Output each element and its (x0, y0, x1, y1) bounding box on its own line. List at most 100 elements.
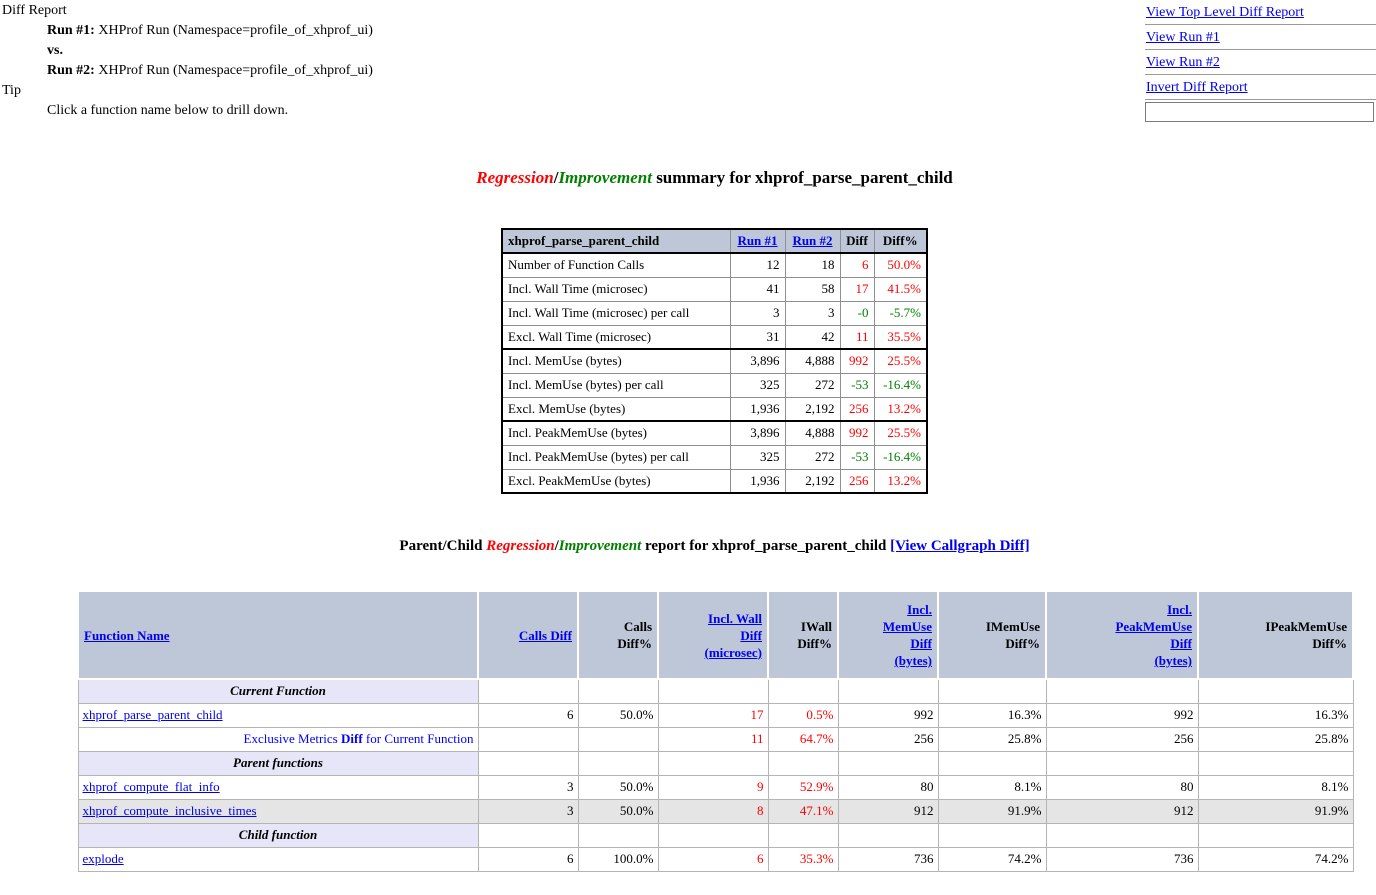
diff-report-header: Diff Report Run #1: XHProf Run (Namespac… (0, 0, 1376, 121)
iwall-diff-pct: 0.5% (767, 702, 839, 728)
diff-pct-value: -16.4% (873, 372, 928, 398)
summary-row: Excl. PeakMemUse (bytes) 1,936 2,192 256… (501, 468, 928, 494)
metric-name: Excl. Wall Time (microsec) (501, 324, 731, 350)
function-name-cell: explode (77, 846, 479, 872)
link-view-top-level-diff-report[interactable]: View Top Level Diff Report (1146, 5, 1304, 20)
summary-col-function: xhprof_parse_parent_child (501, 228, 731, 254)
divider (1145, 99, 1376, 100)
report-table: Function Name Calls Diff Calls Diff% Inc… (77, 590, 1354, 872)
diff-pct-value: 13.2% (873, 468, 928, 494)
function-link[interactable]: xhprof_compute_inclusive_times (82, 803, 257, 818)
incl-wall-diff-sort-link[interactable]: Incl. Wall Diff (microsec) (704, 610, 762, 660)
run1-header-link[interactable]: Run #1 (737, 233, 778, 248)
summary-row: Incl. PeakMemUse (bytes) 3,896 4,888 992… (501, 420, 928, 446)
incl-peakmemuse-diff: 80 (1045, 774, 1199, 800)
calls-diff-pct: 50.0% (577, 798, 659, 824)
col-header-calls-diff: Calls Diff (477, 590, 579, 680)
incl-peakmemuse-diff: 256 (1045, 726, 1199, 752)
function-name-sort-link[interactable]: Function Name (84, 627, 170, 643)
improvement-word: Improvement (558, 538, 642, 554)
col-header-calls-diffpct: Calls Diff% (577, 590, 659, 680)
calls-diff-sort-link[interactable]: Calls Diff (518, 627, 572, 643)
summary-row: Incl. PeakMemUse (bytes) per call 325 27… (501, 444, 928, 470)
imemuse-diff-pct: 8.1% (937, 774, 1047, 800)
run2-description: XHProf Run (Namespace=profile_of_xhprof_… (94, 63, 373, 78)
diff-value: 992 (839, 420, 875, 446)
run1-value: 1,936 (729, 468, 786, 494)
section-row: Parent functions (77, 750, 1354, 776)
ipeakmemuse-diff-pct (1197, 750, 1354, 776)
run1-value: 3,896 (729, 420, 786, 446)
run2-label: Run #2: (47, 63, 95, 78)
run2-header-link[interactable]: Run #2 (792, 233, 833, 248)
incl-peakmemuse-diff-sort-link[interactable]: Incl. PeakMemUse Diff (bytes) (1115, 602, 1192, 668)
calls-diff-pct (577, 822, 659, 848)
metric-name: Incl. MemUse (bytes) (501, 348, 731, 374)
diff-value: -53 (839, 372, 875, 398)
run2-value: 42 (784, 324, 841, 350)
metric-name: Number of Function Calls (501, 252, 731, 278)
run2-line: Run #2: XHProf Run (Namespace=profile_of… (47, 61, 1376, 81)
slash: / (553, 168, 559, 187)
run2-value: 272 (784, 372, 841, 398)
improvement-word: Improvement (558, 168, 652, 187)
run2-value: 2,192 (784, 396, 841, 422)
regression-word: Regression (476, 168, 554, 187)
diff-pct-value: -16.4% (873, 444, 928, 470)
link-view-run-2[interactable]: View Run #2 (1146, 55, 1220, 70)
diff-value: -0 (839, 300, 875, 326)
function-row: xhprof_compute_inclusive_times 3 50.0% 8… (77, 798, 1354, 824)
summary-row: Incl. MemUse (bytes) per call 325 272 -5… (501, 372, 928, 398)
nav-panel: View Top Level Diff Report View Run #1 V… (1145, 2, 1376, 122)
iwall-diff-pct: 35.3% (767, 846, 839, 872)
incl-peakmemuse-diff: 912 (1045, 798, 1199, 824)
calls-diff (477, 822, 579, 848)
link-view-run-1[interactable]: View Run #1 (1146, 30, 1220, 45)
run1-value: 3,896 (729, 348, 786, 374)
main-content: Regression/Improvement summary for xhpro… (77, 168, 1354, 872)
diff-pct-value: 35.5% (873, 324, 928, 350)
tip-label: Tip (2, 83, 21, 98)
function-name-cell: xhprof_parse_parent_child (77, 702, 479, 728)
incl-memuse-diff-sort-link[interactable]: Incl. MemUse Diff (bytes) (882, 602, 932, 668)
col-header-incl-wall-diff: Incl. Wall Diff (microsec) (657, 590, 769, 680)
incl-wall-diff: 6 (657, 846, 769, 872)
summary-row: Excl. MemUse (bytes) 1,936 2,192 256 13.… (501, 396, 928, 422)
report-title-rest: report for xhprof_parse_parent_child (641, 538, 891, 554)
function-link[interactable]: explode (82, 851, 124, 866)
metric-name: Incl. Wall Time (microsec) per call (501, 300, 731, 326)
diff-pct-value: -5.7% (873, 300, 928, 326)
calls-diff (477, 726, 579, 752)
section-label-cell: Child function (77, 822, 479, 848)
calls-diff (477, 678, 579, 704)
section-row: Current Function (77, 678, 1354, 704)
run2-value: 4,888 (784, 348, 841, 374)
summary-col-diff: Diff (839, 228, 875, 254)
calls-diff-pct: 50.0% (577, 774, 659, 800)
ipeakmemuse-diff-pct: 16.3% (1197, 702, 1354, 728)
incl-peakmemuse-diff: 736 (1045, 846, 1199, 872)
col-header-incl-memuse-diff: Incl. MemUse Diff (bytes) (837, 590, 939, 680)
incl-memuse-diff (837, 822, 939, 848)
function-link[interactable]: xhprof_compute_flat_info (82, 779, 220, 794)
iwall-diff-pct (767, 750, 839, 776)
vs-label: vs. (47, 43, 63, 58)
imemuse-diff-pct: 16.3% (937, 702, 1047, 728)
view-callgraph-diff-link[interactable]: [View Callgraph Diff] (890, 538, 1030, 554)
incl-peakmemuse-diff (1045, 822, 1199, 848)
run1-value: 12 (729, 252, 786, 278)
col-header-iwall-diffpct: IWall Diff% (767, 590, 839, 680)
iwall-diff-pct: 47.1% (767, 798, 839, 824)
col-header-incl-peakmemuse-diff: Incl. PeakMemUse Diff (bytes) (1045, 590, 1199, 680)
diff-pct-value: 25.5% (873, 348, 928, 374)
slash: / (554, 538, 559, 554)
calls-diff-pct (577, 726, 659, 752)
imemuse-diff-pct (937, 822, 1047, 848)
search-input[interactable] (1145, 102, 1374, 122)
calls-diff: 6 (477, 846, 579, 872)
col-header-function-name: Function Name (77, 590, 479, 680)
link-invert-diff-report[interactable]: Invert Diff Report (1146, 80, 1248, 95)
incl-memuse-diff: 912 (837, 798, 939, 824)
summary-row: Incl. Wall Time (microsec) 41 58 17 41.5… (501, 276, 928, 302)
function-link[interactable]: xhprof_parse_parent_child (82, 707, 223, 722)
